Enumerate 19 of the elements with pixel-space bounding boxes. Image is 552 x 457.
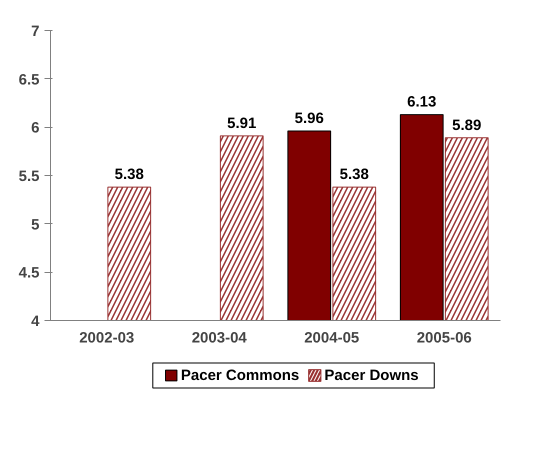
x-tick-label: 2005-06 [416,330,472,346]
x-tick-label: 2004-05 [304,330,360,346]
y-tick-label: 4.5 [18,264,40,282]
data-label: 5.91 [227,114,256,132]
data-label: 5.96 [294,110,324,128]
y-tick-label: 6.5 [18,71,40,88]
y-tick-label: 5 [31,216,40,234]
y-tick-label: 5.5 [18,168,40,185]
x-tick-label: 2003-04 [192,330,248,346]
y-tick-label: 7 [31,23,40,40]
x-tick-label: 2002-03 [79,330,134,346]
data-label: 5.89 [452,116,482,134]
data-label: 5.38 [114,166,144,184]
data-label: 6.13 [407,94,436,111]
data-label: 5.38 [340,166,369,184]
legend-label: Pacer Downs [324,367,419,384]
y-tick-label: 4 [31,313,40,330]
legend-label: Pacer Commons [180,367,300,384]
y-tick-label: 6 [31,120,40,137]
